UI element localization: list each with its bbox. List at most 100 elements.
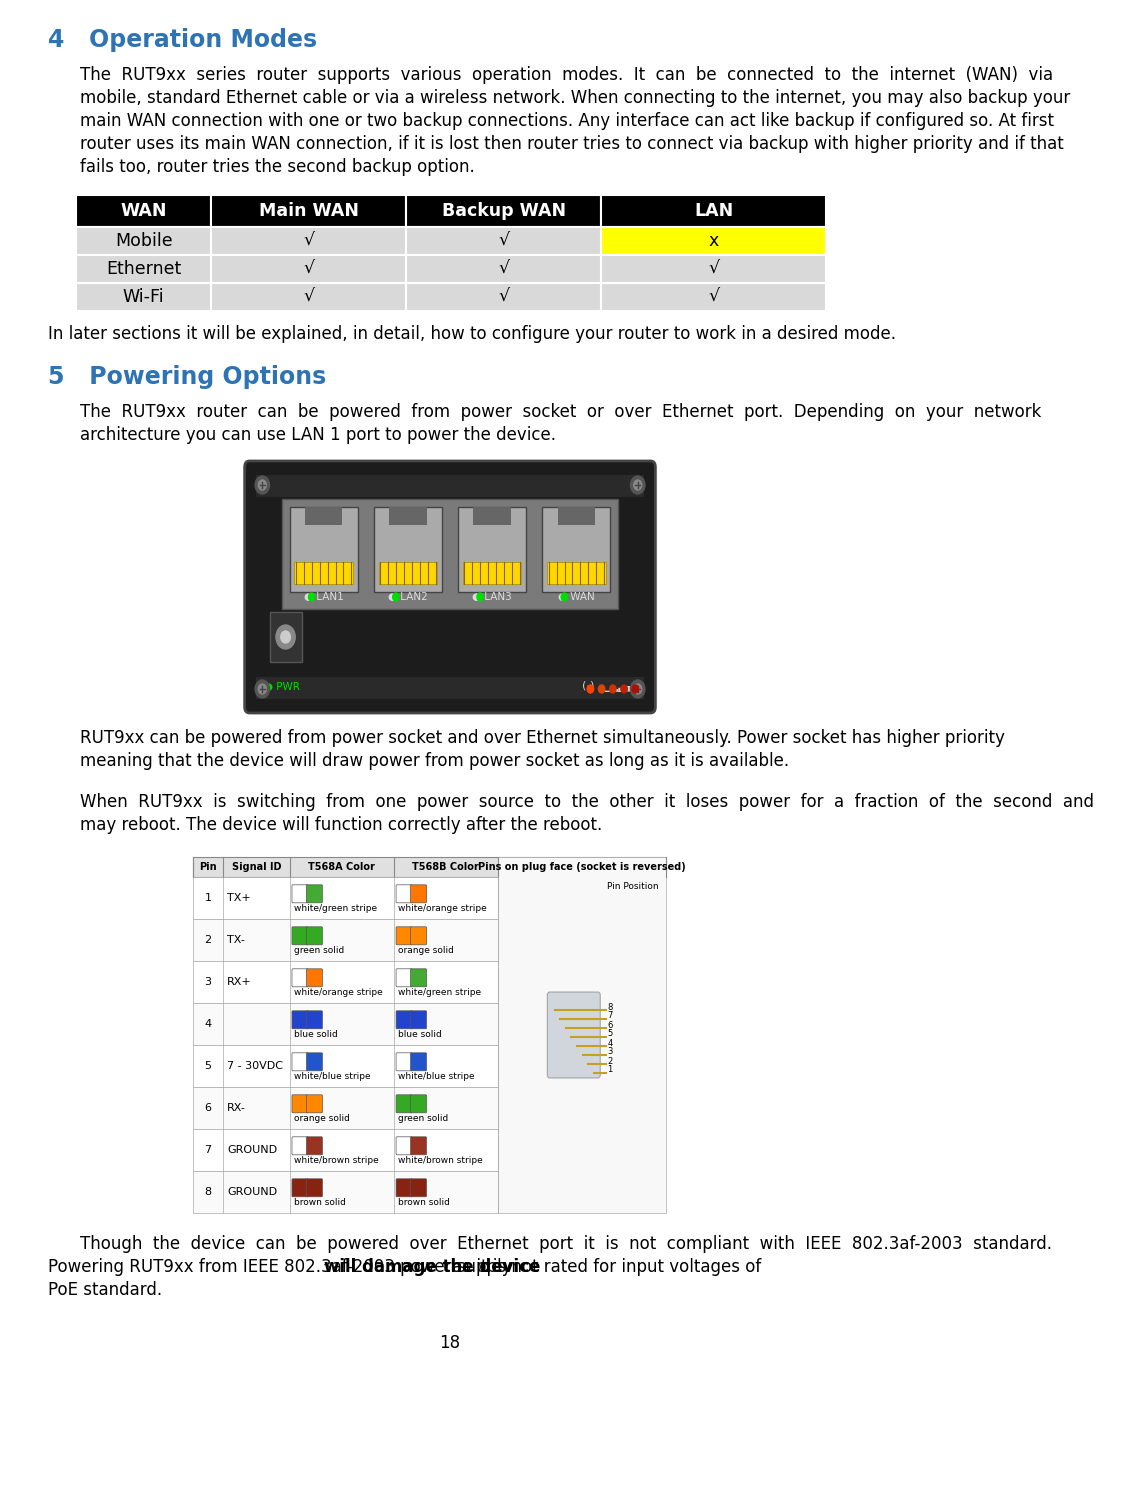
Text: 7: 7 [204, 1145, 211, 1155]
Text: white/blue stripe: white/blue stripe [397, 1072, 475, 1081]
Bar [305, 506, 342, 526]
Text: Main WAN: Main WAN [259, 203, 359, 220]
Text: mobile, standard Ethernet cable or via a wireless network. When connecting to th: mobile, standard Ethernet cable or via a… [80, 89, 1070, 107]
Text: 6: 6 [607, 1020, 613, 1029]
Bar [193, 960, 498, 1004]
Bar [76, 195, 211, 226]
FancyBboxPatch shape [306, 1094, 322, 1112]
FancyBboxPatch shape [411, 1136, 426, 1155]
Text: Pins on plug face (socket is reversed): Pins on plug face (socket is reversed) [478, 862, 686, 873]
FancyBboxPatch shape [306, 884, 322, 902]
Text: LAN: LAN [695, 203, 734, 220]
Text: In later sections it will be explained, in detail, how to configure your router : In later sections it will be explained, … [48, 325, 896, 342]
Text: Wi-Fi: Wi-Fi [123, 287, 165, 307]
Text: 8: 8 [607, 1002, 613, 1011]
Text: blue solid: blue solid [294, 1030, 338, 1039]
Text: Pin: Pin [199, 862, 217, 873]
Circle shape [631, 680, 645, 698]
Text: white/orange stripe: white/orange stripe [294, 989, 383, 998]
FancyBboxPatch shape [292, 926, 309, 946]
Circle shape [309, 593, 315, 602]
Bar [601, 255, 826, 283]
Bar [389, 506, 426, 526]
Bar [406, 283, 601, 311]
Bar [378, 561, 438, 584]
Bar [211, 226, 406, 255]
Bar [193, 919, 498, 960]
Circle shape [631, 476, 645, 494]
Text: ● PWR: ● PWR [264, 682, 300, 692]
Text: brown solid: brown solid [397, 1199, 450, 1208]
Circle shape [258, 683, 266, 694]
Text: WAN: WAN [120, 203, 167, 220]
Text: The  RUT9xx  series  router  supports  various  operation  modes.  It  can  be  : The RUT9xx series router supports variou… [80, 66, 1054, 83]
Text: orange solid: orange solid [397, 947, 453, 956]
Text: RUT9xx can be powered from power socket and over Ethernet simultaneously. Power : RUT9xx can be powered from power socket … [80, 730, 1005, 747]
Bar [406, 226, 601, 255]
Text: x: x [709, 232, 719, 250]
Circle shape [587, 685, 594, 692]
Bar [558, 506, 595, 526]
Text: router uses its main WAN connection, if it is lost then router tries to connect : router uses its main WAN connection, if … [80, 135, 1064, 153]
Text: √: √ [303, 287, 314, 307]
Bar [463, 561, 522, 584]
Bar [269, 612, 302, 663]
FancyBboxPatch shape [396, 1179, 412, 1197]
Text: GROUND: GROUND [228, 1145, 277, 1155]
Circle shape [634, 683, 642, 694]
Text: T568A Color: T568A Color [309, 862, 375, 873]
Text: 7 - 30VDC: 7 - 30VDC [228, 1062, 283, 1071]
Bar [498, 858, 665, 1214]
FancyBboxPatch shape [245, 462, 655, 713]
Text: The  RUT9xx  router  can  be  powered  from  power  socket  or  over  Ethernet  : The RUT9xx router can be powered from po… [80, 404, 1041, 421]
Text: 5: 5 [607, 1029, 613, 1038]
Text: (·)  ▁▂▃▄▅: (·) ▁▂▃▄▅ [582, 682, 644, 692]
Text: PoE standard.: PoE standard. [48, 1281, 163, 1298]
Text: Backup WAN: Backup WAN [442, 203, 565, 220]
FancyBboxPatch shape [292, 1094, 309, 1112]
Text: 4: 4 [607, 1038, 613, 1047]
Bar [601, 195, 826, 226]
FancyBboxPatch shape [411, 1094, 426, 1112]
FancyBboxPatch shape [411, 884, 426, 902]
Text: √: √ [498, 287, 509, 307]
Circle shape [632, 685, 638, 692]
Bar [542, 506, 610, 593]
Circle shape [598, 685, 605, 692]
Text: RX+: RX+ [228, 977, 252, 987]
Bar [193, 1087, 498, 1129]
Text: fails too, router tries the second backup option.: fails too, router tries the second backu… [80, 158, 475, 176]
Text: 1: 1 [607, 1066, 613, 1075]
Text: white/green stripe: white/green stripe [397, 989, 481, 998]
Bar [282, 499, 618, 609]
Text: white/brown stripe: white/brown stripe [397, 1157, 482, 1166]
Text: 3: 3 [607, 1047, 613, 1057]
Text: ● LAN2: ● LAN2 [388, 593, 427, 602]
Text: 18: 18 [440, 1334, 461, 1352]
Text: green solid: green solid [397, 1114, 448, 1123]
Bar [374, 506, 442, 593]
Bar [76, 283, 211, 311]
Bar [406, 255, 601, 283]
Text: 5   Powering Options: 5 Powering Options [48, 365, 327, 389]
Text: will damage the device: will damage the device [324, 1258, 541, 1276]
FancyBboxPatch shape [306, 1179, 322, 1197]
Text: ● LAN3: ● LAN3 [472, 593, 512, 602]
Text: 5: 5 [204, 1062, 211, 1071]
FancyBboxPatch shape [306, 969, 322, 987]
Bar [193, 858, 665, 877]
Bar [193, 1045, 498, 1087]
Text: Pin Position: Pin Position [607, 881, 659, 890]
Bar [289, 506, 358, 593]
Circle shape [477, 593, 484, 602]
FancyBboxPatch shape [411, 926, 426, 946]
Circle shape [393, 593, 399, 602]
FancyBboxPatch shape [396, 1053, 412, 1071]
Circle shape [609, 685, 616, 692]
Text: Though  the  device  can  be  powered  over  Ethernet  port  it  is  not  compli: Though the device can be powered over Et… [80, 1234, 1052, 1254]
Text: architecture you can use LAN 1 port to power the device.: architecture you can use LAN 1 port to p… [80, 426, 557, 444]
Text: 4   Operation Modes: 4 Operation Modes [48, 28, 318, 52]
Circle shape [276, 625, 295, 649]
Bar [193, 1129, 498, 1170]
Text: 1: 1 [204, 893, 211, 902]
